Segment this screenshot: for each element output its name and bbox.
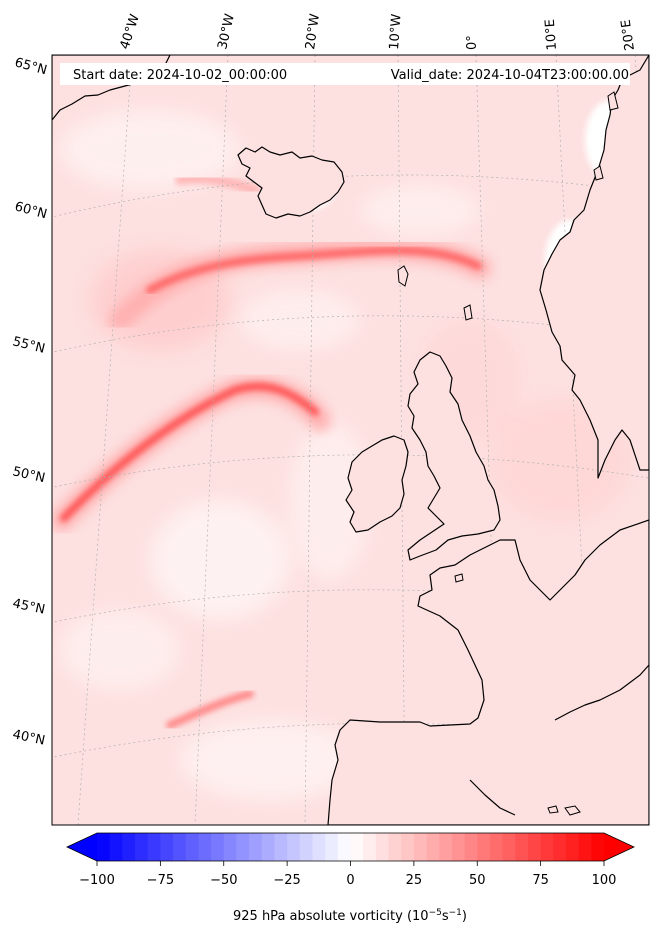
lon-label-40w: 40°W: [118, 12, 143, 51]
colorbar-cell: [591, 833, 605, 861]
iceland-coast: [237, 146, 345, 219]
colorbar-cell: [388, 833, 402, 861]
colorbar-cells: [67, 833, 634, 861]
colorbar-cell: [540, 833, 554, 861]
colorbar-cell: [363, 833, 377, 861]
lon-label-10w: 10°W: [387, 13, 404, 50]
great-britain-coast: [407, 351, 501, 561]
colorbar-cell: [173, 833, 187, 861]
colorbar-cell: [198, 833, 212, 861]
colorbar-cell: [160, 833, 174, 861]
lat-label-45n: 45°N: [11, 596, 46, 617]
colorbar-cell: [337, 833, 352, 861]
lon-label-0: 0°: [465, 35, 480, 50]
latitude-labels: 65°N 60°N 55°N 50°N 45°N 40°N: [11, 55, 48, 748]
north-africa-coast: [469, 779, 516, 816]
colorbar-cell: [97, 833, 111, 861]
colorbar-cell: [527, 833, 542, 861]
colorbar-cell: [211, 833, 225, 861]
colorbar-cell: [287, 833, 301, 861]
colorbar-cell: [502, 833, 516, 861]
colorbar-cell: [274, 833, 288, 861]
continental-europe-coast: [327, 519, 649, 825]
map-panel: [52, 55, 649, 825]
valid-date-label: Valid_date: 2024-10-04T23:00:00.00: [391, 68, 629, 83]
lat-label-60n: 60°N: [13, 199, 49, 222]
colorbar-label: 925 hPa absolute vorticity (10−5s−1): [233, 908, 467, 924]
colorbar-tick-label: −25: [273, 873, 300, 888]
lat-label-65n: 65°N: [13, 55, 49, 78]
colorbar-tick-labels: −100 −75 −50 −25 0 25 50 75 100: [79, 873, 616, 888]
colorbar-tick-label: −75: [147, 873, 174, 888]
colorbar-cell: [477, 833, 491, 861]
colorbar-extend-max: [604, 833, 634, 861]
iberia-coast: [554, 664, 649, 721]
southern-vorticity-band: [166, 690, 254, 729]
lat-label-55n: 55°N: [11, 334, 46, 356]
lon-label-20e: 20°E: [619, 18, 638, 51]
colorbar-cell: [350, 833, 364, 861]
colorbar-cell: [147, 833, 161, 861]
colorbar-cell: [439, 833, 453, 861]
colorbar-cell: [426, 833, 440, 861]
coastlines: [52, 55, 649, 825]
colorbar-cell: [413, 833, 428, 861]
colorbar-cell: [325, 833, 339, 861]
colorbar-cell: [553, 833, 567, 861]
islands: [397, 91, 619, 816]
longitude-labels: 40°W 30°W 20°W 10°W 0° 10°E 20°E: [118, 12, 638, 51]
colorbar-tick-label: 25: [406, 873, 423, 888]
colorbar-tick-label: −100: [79, 873, 115, 888]
colorbar-cell: [185, 833, 199, 861]
map-frame: [51, 54, 650, 826]
colorbar-cell: [135, 833, 149, 861]
colorbar-cell: [451, 833, 466, 861]
colorbar-tick-label: −50: [210, 873, 237, 888]
colorbar-cell: [375, 833, 390, 861]
lat-label-50n: 50°N: [11, 464, 46, 486]
lon-label-20w: 20°W: [303, 13, 323, 51]
colorbar: −100 −75 −50 −25 0 25 50 75 100 925 hPa …: [66, 832, 635, 924]
colorbar-extend-min: [67, 833, 97, 861]
colorbar-ticks: [96, 861, 605, 866]
start-date-label: Start date: 2024-10-02_00:00:00: [73, 68, 287, 83]
colorbar-tick-label: 0: [346, 873, 354, 888]
colorbar-tick-label: 50: [469, 873, 486, 888]
lat-label-40n: 40°N: [11, 727, 46, 748]
colorbar-cell: [223, 833, 237, 861]
lon-label-10e: 10°E: [543, 19, 560, 51]
colorbar-tick-label: 100: [592, 873, 617, 888]
colorbar-cell: [489, 833, 504, 861]
colorbar-cell: [122, 833, 136, 861]
colorbar-cell: [261, 833, 275, 861]
ireland-coast: [345, 435, 409, 533]
colorbar-cell: [109, 833, 123, 861]
colorbar-cell: [565, 833, 580, 861]
colorbar-cell: [401, 833, 415, 861]
colorbar-cell: [299, 833, 313, 861]
colorbar-cell: [578, 833, 592, 861]
colorbar-cell: [249, 833, 263, 861]
header-band: [60, 63, 630, 85]
colorbar-cell: [312, 833, 326, 861]
colorbar-cell: [236, 833, 250, 861]
colorbar-cell: [464, 833, 478, 861]
colorbar-cell: [515, 833, 529, 861]
lon-label-30w: 30°W: [215, 12, 238, 50]
colorbar-tick-label: 75: [532, 873, 549, 888]
